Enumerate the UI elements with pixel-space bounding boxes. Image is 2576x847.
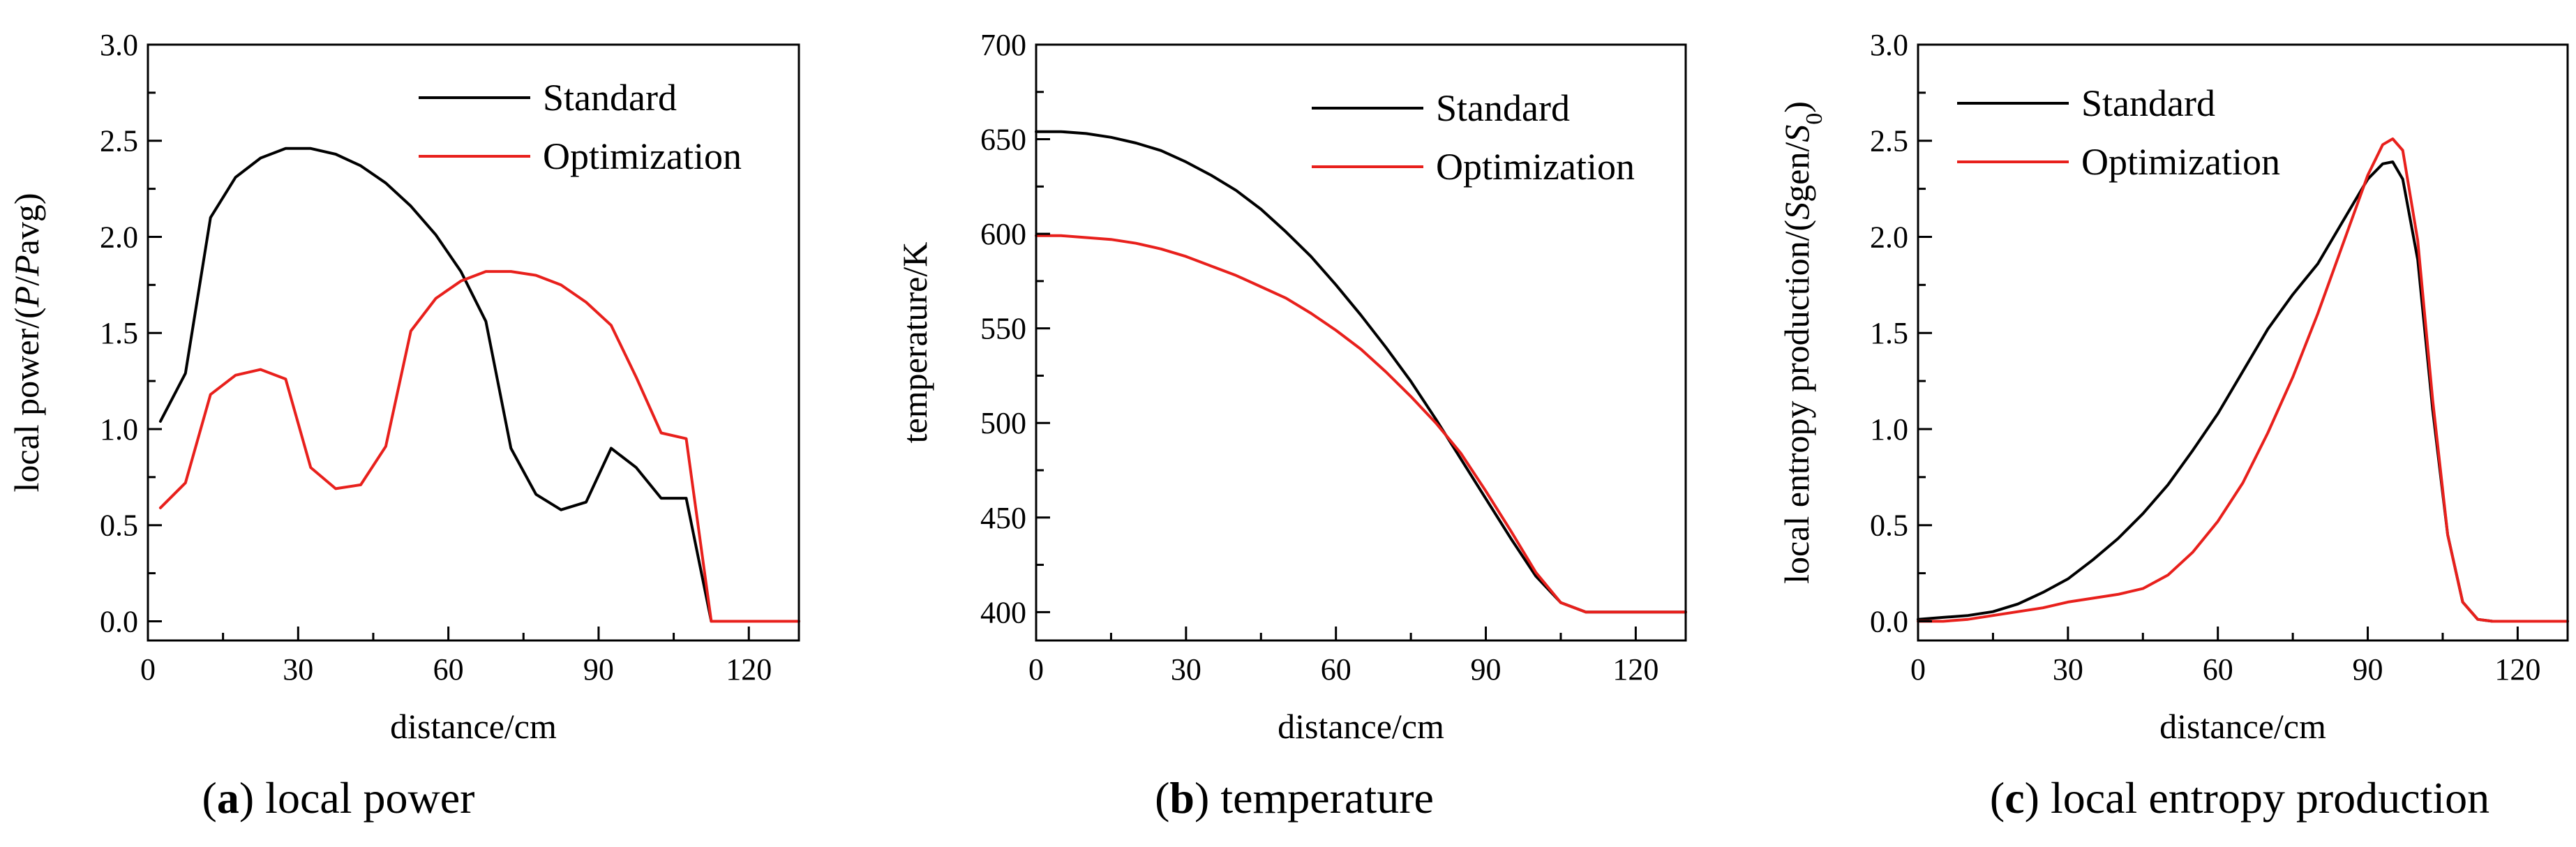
caption-paren-close: ) (239, 773, 265, 823)
y-tick-label: 2.5 (1870, 124, 1908, 158)
series-line-optimization (1917, 137, 2569, 623)
caption-letter: c (2005, 773, 2024, 823)
y-axis-title: local entropy production/(Sgen/S0) (1777, 101, 1827, 584)
y-tick-label: 2.0 (1870, 220, 1908, 254)
y-axis-title-part: P (7, 286, 46, 308)
chart-panel-a: 0 30 60 90 120 0.0 0.5 1.0 1.5 2.0 2.5 3.0 distance/… (7, 28, 800, 823)
y-tick-label: 0.5 (1870, 509, 1908, 543)
caption-letter: b (1169, 773, 1195, 823)
plot-frame (1035, 43, 1687, 642)
x-tick-label: 30 (283, 652, 313, 687)
y-tick-label: 450 (980, 501, 1026, 535)
panel-caption: (b) temperature (1155, 773, 1434, 823)
y-axis-title-part: 0 (1802, 113, 1827, 125)
caption-paren-close: ) (2025, 773, 2051, 823)
series-line-standard (1917, 160, 2569, 623)
series-line-optimization (158, 270, 800, 623)
x-axis-title: distance/cm (390, 707, 557, 746)
y-tick-label: 1.5 (1870, 316, 1908, 350)
y-tick-label: 0.0 (100, 604, 138, 638)
caption-letter: a (217, 773, 239, 823)
x-tick-label: 0 (1028, 652, 1044, 687)
x-tick-label: 120 (726, 652, 772, 687)
y-axis-title-part: S (1777, 202, 1816, 220)
x-tick-label: 90 (583, 652, 614, 687)
y-tick-label: 2.0 (100, 220, 138, 254)
panel-caption: (c) local entropy production (1990, 773, 2489, 823)
legend-label-optimization: Optimization (543, 135, 742, 177)
y-tick-label: 700 (980, 28, 1026, 62)
plot-frame (147, 43, 800, 642)
legend-label-standard: Standard (543, 77, 677, 119)
y-axis-title-part: ) (1777, 101, 1816, 113)
y-axis-title-part: avg) (7, 193, 46, 255)
y-tick-label: 600 (980, 217, 1026, 251)
y-axis-title-part: local entropy production/( (1777, 220, 1816, 584)
y-tick-label: 0.0 (1870, 604, 1908, 638)
caption-text: local entropy production (2051, 773, 2489, 823)
y-tick-label: 650 (980, 123, 1026, 157)
x-tick-label: 60 (1321, 652, 1351, 687)
x-tick-label: 90 (2353, 652, 2383, 687)
y-tick-label: 2.5 (100, 124, 138, 158)
y-axis-title-part: temperature/K (895, 242, 934, 444)
x-tick-label: 120 (1612, 652, 1658, 687)
chart-panel-c: 0 30 60 90 120 0.0 0.5 1.0 1.5 2.0 2.5 3.0 distance/… (1777, 28, 2569, 823)
caption-paren-open: ( (1990, 773, 2005, 823)
caption-paren-close: ) (1195, 773, 1220, 823)
y-axis-title-part: local power/( (7, 307, 46, 492)
y-axis-title: temperature/K (895, 242, 934, 444)
plot-frame (1917, 43, 2569, 642)
panel-caption: (a) local power (202, 773, 475, 823)
caption-paren-open: ( (202, 773, 217, 823)
legend-label-standard: Standard (1436, 87, 1570, 129)
x-tick-label: 0 (140, 652, 156, 687)
legend-label-optimization: Optimization (1436, 146, 1635, 188)
y-tick-label: 3.0 (100, 28, 138, 62)
series-line-standard (158, 147, 800, 623)
legend-label-standard: Standard (2081, 82, 2215, 124)
y-axis-title-part: P (7, 255, 46, 277)
y-tick-label: 1.5 (100, 316, 138, 350)
x-tick-label: 60 (2203, 652, 2233, 687)
legend-label-optimization: Optimization (2081, 141, 2280, 183)
caption-paren-open: ( (1155, 773, 1169, 823)
y-tick-label: 500 (980, 406, 1026, 440)
x-tick-label: 30 (1171, 652, 1201, 687)
series-line-optimization (1035, 234, 1687, 614)
y-tick-label: 1.0 (100, 412, 138, 447)
y-axis-title-part: gen/ (1777, 142, 1816, 202)
y-axis-title-part: S (1777, 125, 1816, 142)
x-tick-label: 60 (433, 652, 464, 687)
caption-text: temperature (1220, 773, 1434, 823)
y-axis-title-part: / (7, 276, 46, 286)
y-tick-label: 3.0 (1870, 28, 1908, 62)
x-axis-title: distance/cm (2159, 707, 2326, 746)
x-axis-title: distance/cm (1278, 707, 1444, 746)
series-line-standard (1035, 130, 1687, 614)
y-axis-title: local power/(P/Pavg) (7, 193, 46, 492)
x-tick-label: 90 (1471, 652, 1502, 687)
chart-panel-b: 0 30 60 90 120 400 450 500 550 600 650 700 distance/… (895, 28, 1687, 823)
x-tick-label: 30 (2053, 652, 2083, 687)
x-tick-label: 0 (1910, 652, 1926, 687)
y-tick-label: 400 (980, 595, 1026, 629)
y-tick-label: 0.5 (100, 509, 138, 543)
x-tick-label: 120 (2494, 652, 2540, 687)
y-tick-label: 550 (980, 312, 1026, 346)
y-tick-label: 1.0 (1870, 412, 1908, 447)
caption-text: local power (265, 773, 474, 823)
